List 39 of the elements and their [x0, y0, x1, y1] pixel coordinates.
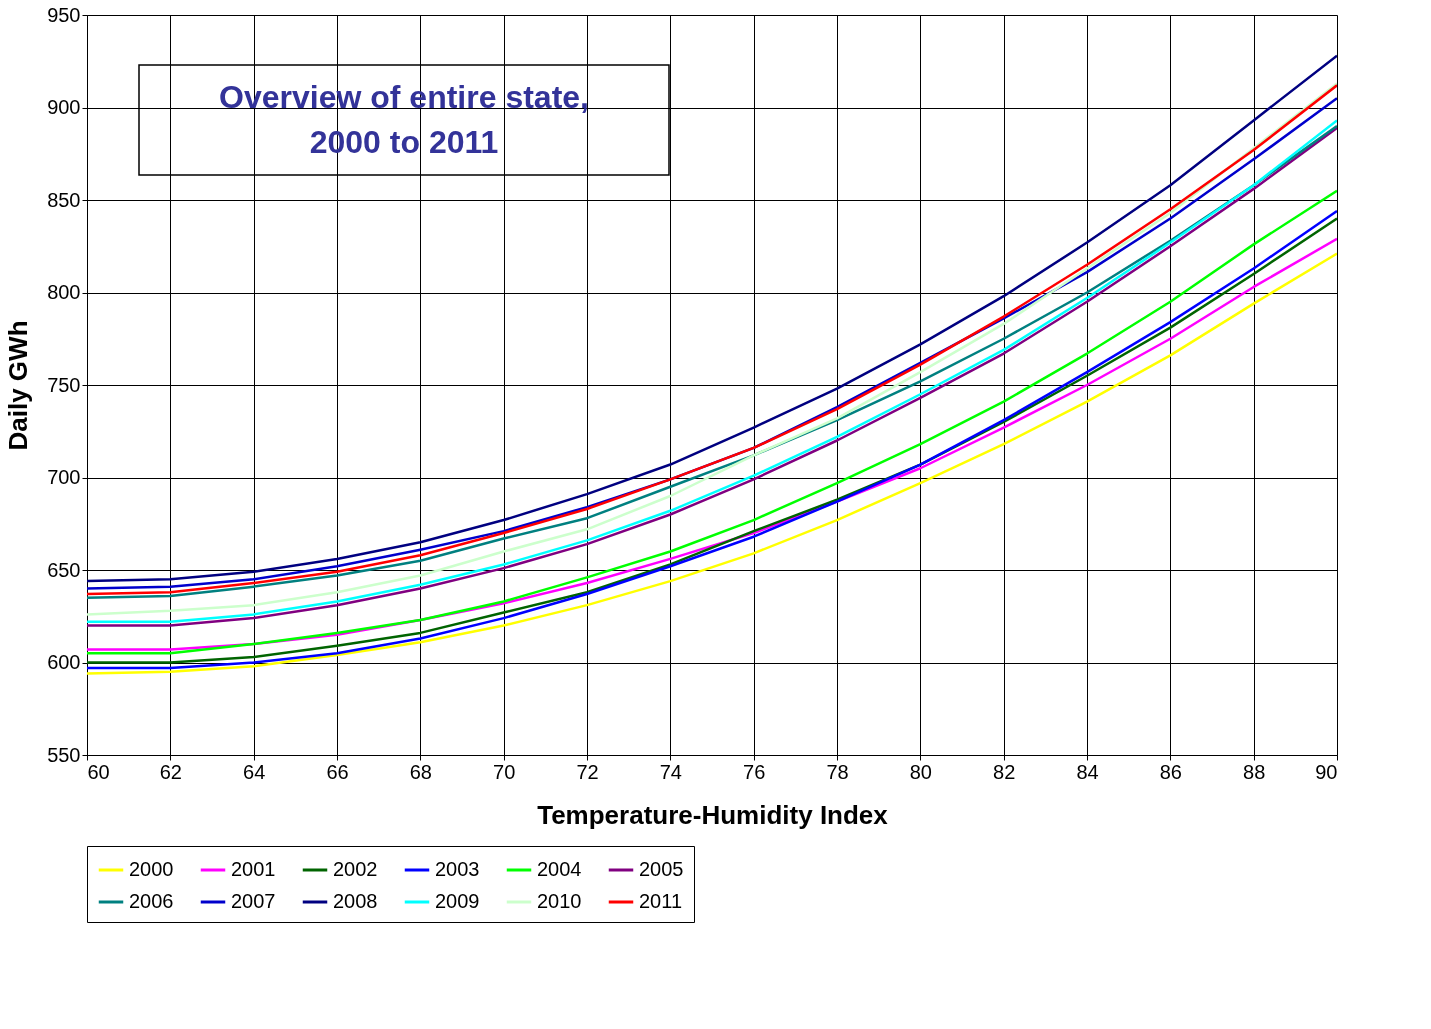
x-tick-label: 72: [576, 760, 599, 783]
y-tick-label: 900: [47, 96, 81, 118]
legend-label: 2008: [333, 890, 378, 912]
y-tick-label: 800: [47, 281, 81, 303]
legend-label: 2000: [129, 858, 174, 880]
legend-label: 2003: [435, 858, 480, 880]
y-tick-label: 600: [47, 651, 81, 673]
y-tick-label: 850: [47, 188, 81, 211]
x-tick-label: 62: [159, 760, 182, 783]
x-axis-title: Temperature-Humidity Index: [537, 799, 889, 830]
x-tick-label: 66: [326, 760, 349, 783]
legend-label: 2010: [537, 890, 582, 912]
legend-label: 2007: [231, 890, 276, 912]
x-tick-label: 80: [909, 760, 932, 783]
legend-label: 2011: [639, 890, 683, 912]
legend-label: 2001: [231, 858, 276, 880]
x-tick-label: 88: [1243, 760, 1266, 783]
y-tick-label: 950: [47, 3, 81, 26]
x-tick-label: 78: [826, 760, 849, 783]
x-tick-label: 76: [743, 760, 766, 783]
x-tick-label: 64: [243, 760, 266, 783]
y-tick-label: 550: [47, 743, 81, 766]
y-axis-title: Daily GWh: [3, 320, 34, 451]
legend-label: 2005: [639, 858, 684, 880]
y-tick-label: 750: [47, 373, 81, 396]
legend-label: 2006: [129, 890, 174, 912]
legend-label: 2002: [333, 858, 378, 880]
x-tick-label: 90: [1315, 760, 1338, 783]
legend-label: 2009: [435, 890, 480, 912]
x-tick-label: 86: [1159, 760, 1182, 783]
x-tick-label: 82: [993, 760, 1016, 783]
y-tick-label: 700: [47, 466, 81, 488]
x-tick-label: 70: [493, 760, 516, 783]
x-tick-label: 68: [409, 760, 432, 783]
legend-label: 2004: [537, 858, 582, 880]
x-tick-label: 74: [659, 760, 682, 783]
y-tick-label: 650: [47, 558, 81, 581]
x-tick-label: 84: [1076, 760, 1099, 783]
x-tick-label: 60: [87, 760, 110, 783]
